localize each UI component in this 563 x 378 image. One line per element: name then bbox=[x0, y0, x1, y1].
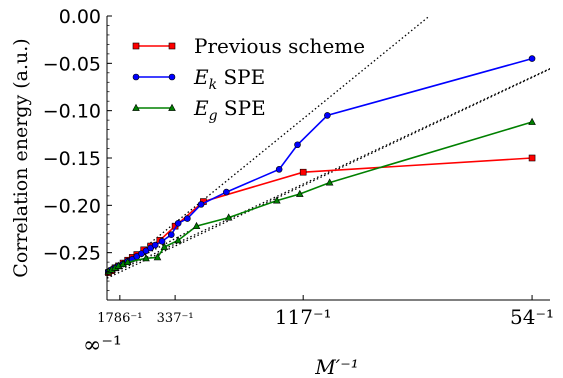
series-2-point bbox=[275, 166, 283, 173]
series-2-point bbox=[528, 55, 536, 62]
y-tick-label: −0.25 bbox=[43, 243, 101, 265]
series-3-point bbox=[528, 117, 536, 125]
legend-marker bbox=[168, 103, 176, 111]
x-tick-label: 337⁻¹ bbox=[157, 311, 194, 326]
y-tick-label: −0.05 bbox=[43, 53, 101, 75]
y-tick-label: −0.10 bbox=[43, 101, 101, 123]
series-3-point bbox=[224, 213, 233, 221]
legend-marker bbox=[168, 42, 176, 50]
series-2-point bbox=[294, 141, 301, 149]
series-2-point bbox=[184, 215, 191, 222]
series-3-point bbox=[174, 236, 182, 244]
axes bbox=[106, 16, 550, 301]
x-tick-label: ∞⁻¹ bbox=[83, 333, 122, 358]
legend-marker bbox=[132, 42, 140, 50]
x-axis-label: M′⁻¹ bbox=[314, 355, 359, 378]
reference-line-3 bbox=[107, 67, 550, 277]
series-2-point bbox=[324, 112, 331, 119]
legend-entry-1: Previous scheme bbox=[132, 34, 365, 58]
legend-entry-3: Eg SPE bbox=[132, 96, 266, 124]
series-2-line bbox=[107, 57, 533, 273]
series-3-point bbox=[160, 242, 169, 250]
series-3-point bbox=[192, 221, 201, 230]
legend: Previous scheme Ek SPE Eg SPE bbox=[132, 34, 365, 124]
series-3-point bbox=[296, 189, 304, 197]
x-tick-label: 54⁻¹ bbox=[510, 305, 554, 329]
ticks: 0.00 −0.05 −0.10 −0.15 −0.20 −0.25 ∞⁻¹ 1786⁻¹ 33… bbox=[43, 6, 554, 358]
series-1-point bbox=[299, 168, 307, 176]
legend-marker bbox=[132, 103, 140, 111]
series-2-point bbox=[167, 231, 175, 238]
y-tick-label: −0.15 bbox=[43, 148, 101, 170]
series-1-point bbox=[528, 154, 536, 162]
series-2-point bbox=[223, 188, 230, 196]
legend-marker bbox=[132, 73, 140, 81]
series-3-point bbox=[153, 253, 162, 261]
legend-label: Eg SPE bbox=[193, 96, 266, 124]
series-3-point bbox=[273, 196, 281, 204]
series-2-point bbox=[174, 220, 182, 227]
reference-line-1 bbox=[107, 16, 430, 279]
series-3-point bbox=[142, 254, 150, 262]
series-2-point bbox=[151, 241, 159, 249]
legend-label: Ek SPE bbox=[193, 65, 265, 93]
series-1 bbox=[105, 154, 536, 276]
series-2-point bbox=[197, 201, 205, 208]
series-3-point bbox=[123, 257, 132, 266]
series-layer bbox=[104, 55, 536, 276]
series-2-point bbox=[158, 238, 166, 245]
legend-entry-2: Ek SPE bbox=[132, 65, 265, 93]
series-1-line bbox=[107, 157, 533, 274]
y-tick-label: −0.20 bbox=[43, 195, 101, 217]
legend-marker bbox=[168, 73, 176, 81]
series-3 bbox=[104, 117, 536, 275]
legend-label: Previous scheme bbox=[194, 34, 365, 58]
series-3-point bbox=[325, 178, 334, 186]
y-axis-label: Correlation energy (a.u.) bbox=[10, 38, 32, 277]
y-tick-label: 0.00 bbox=[59, 6, 101, 28]
reference-line-2 bbox=[107, 68, 550, 279]
x-tick-label: 1786⁻¹ bbox=[97, 311, 142, 326]
x-tick-label: 117⁻¹ bbox=[275, 305, 332, 329]
series-3-line bbox=[107, 121, 533, 273]
